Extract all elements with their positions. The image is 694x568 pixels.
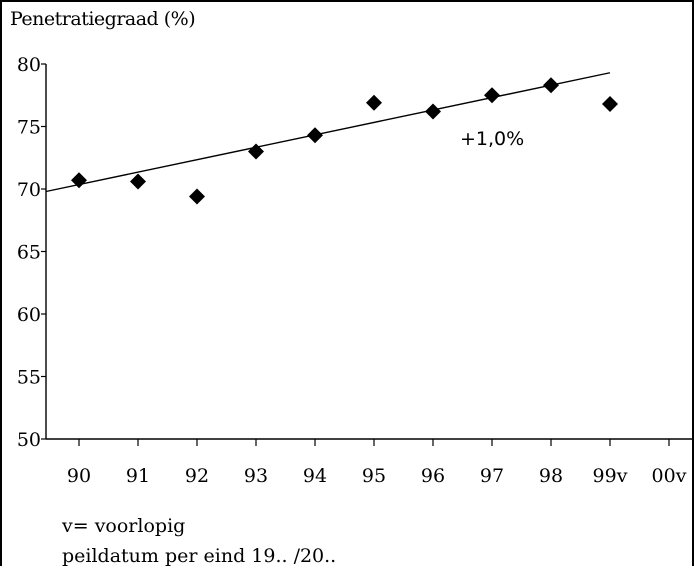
y-tick-label: 60 (17, 304, 41, 326)
data-point (484, 87, 500, 104)
note-peildatum: peildatum per eind 19.. /20.. (62, 545, 337, 567)
data-points (71, 77, 618, 205)
trend-annotation: +1,0% (460, 128, 524, 150)
x-tick-label: 94 (303, 465, 327, 487)
trend-line (45, 72, 611, 193)
y-tick-label: 70 (17, 179, 41, 201)
x-tick-label: 95 (362, 465, 386, 487)
y-tick-label: 50 (17, 429, 41, 451)
data-point (130, 173, 146, 190)
data-point (602, 96, 618, 112)
note-voorlopig: v= voorlopig (62, 515, 186, 537)
x-tick-label: 97 (480, 465, 504, 487)
data-point (366, 94, 382, 111)
axes (41, 63, 694, 446)
x-tick-label: 90 (67, 465, 91, 487)
data-point (307, 127, 323, 144)
x-tick-label: 91 (126, 465, 150, 487)
data-point (248, 143, 264, 160)
y-tick-label: 65 (17, 242, 41, 264)
x-tick-label: 98 (539, 465, 563, 487)
x-tick-label: 93 (244, 465, 268, 487)
y-tick-labels: 80 75 70 65 60 55 50 (17, 54, 41, 451)
x-tick-label: 99v (593, 465, 628, 487)
data-point (425, 103, 441, 120)
x-tick-label: 92 (185, 465, 209, 487)
y-tick-label: 75 (17, 117, 41, 139)
x-tick-labels: 90 91 92 93 94 95 96 97 98 99v 00v (67, 465, 687, 487)
x-tick-label: 96 (421, 465, 445, 487)
data-point (71, 172, 87, 189)
y-tick-label: 80 (17, 54, 41, 76)
data-point (189, 188, 205, 205)
y-axis-label: Penetratiegraad (%) (10, 8, 196, 30)
x-tick-label: 00v (652, 465, 687, 487)
y-tick-label: 55 (17, 367, 41, 389)
data-point (543, 77, 559, 94)
